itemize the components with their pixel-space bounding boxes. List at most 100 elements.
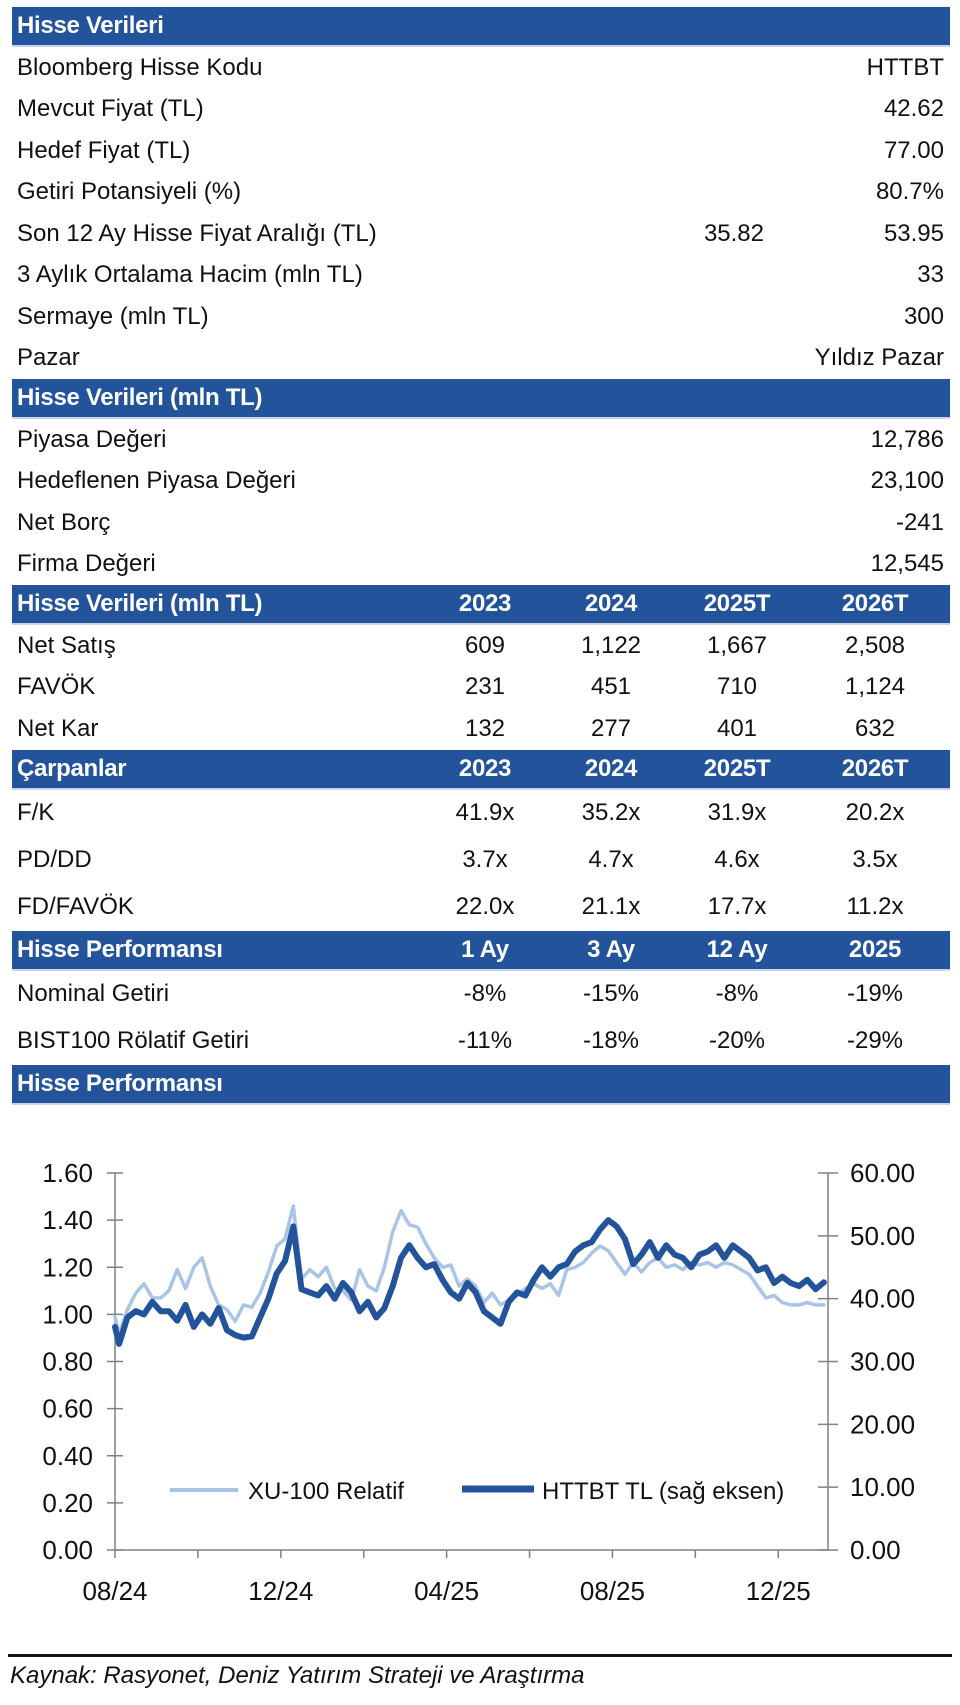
row-label: PD/DD [17, 846, 92, 873]
left-tick-label: 1.40 [42, 1205, 93, 1235]
column-header: 2025 [848, 935, 902, 963]
column-header: 2026T [841, 754, 909, 782]
row-label: Net Borç [17, 508, 111, 536]
cell-value: 277 [590, 714, 632, 742]
info-row: Hedeflenen Piyasa Değeri 23,100 [12, 461, 950, 503]
column-header: 2025T [703, 590, 771, 617]
info-row: Getiri Potansiyeli (%) 80.7% [12, 172, 950, 214]
series-line-xu100-relatif [113, 1204, 826, 1335]
info-row: Firma Değeri 12,545 [12, 544, 950, 586]
table-row: BIST100 Rölatif Getiri -11% -18% -20% -29% [12, 1018, 950, 1065]
section-header-market-data: Hisse Verileri (mln TL) [12, 379, 950, 419]
performance-chart: 0.00 0.20 0.40 0.60 0.80 1.00 1.20 1.40 1.60 0.00… [0, 1120, 960, 1620]
row-value: 77.00 [883, 136, 944, 164]
legend-label-xu100: XU-100 Relatif [248, 1478, 404, 1505]
row-label: 3 Aylık Ortalama Hacim (mln TL) [17, 261, 363, 289]
cell-value: 132 [464, 714, 506, 742]
cell-value: 609 [464, 631, 506, 659]
right-tick-label: 20.00 [850, 1409, 915, 1439]
section-title: Hisse Performansı [17, 1069, 223, 1097]
cell-value: 41.9x [455, 799, 515, 826]
row-label: Firma Değeri [17, 550, 156, 578]
right-tick-label: 60.00 [850, 1158, 915, 1188]
section-header-performance-chart: Hisse Performansı [12, 1064, 950, 1105]
cell-value: 401 [716, 714, 758, 742]
row-value: 12,786 [870, 425, 944, 453]
row-value: 23,100 [870, 467, 944, 495]
info-row: Son 12 Ay Hisse Fiyat Aralığı (TL) 35.82 5… [12, 213, 950, 255]
cell-value: 231 [464, 673, 506, 701]
info-row: Bloomberg Hisse Kodu HTTBT [12, 47, 950, 89]
cell-value: 710 [716, 673, 758, 701]
section-header-financials: Hisse Verileri (mln TL) 2023 2024 2025T 202… [12, 585, 950, 625]
table-row: FAVÖK 231 451 710 1,124 [12, 667, 950, 709]
column-header: 2024 [584, 590, 638, 617]
source-note: Kaynak: Rasyonet, Deniz Yatırım Strateji… [10, 1662, 585, 1689]
row-label: Getiri Potansiyeli (%) [17, 178, 242, 206]
cell-value: 35.2x [581, 799, 641, 826]
section-title: Hisse Verileri (mln TL) [17, 590, 263, 617]
row-label: F/K [17, 799, 55, 826]
row-label: Son 12 Ay Hisse Fiyat Aralığı (TL) [17, 219, 377, 247]
cell-value: -15% [582, 980, 640, 1007]
row-value: 300 [903, 302, 944, 330]
row-value: HTTBT [866, 53, 944, 81]
column-header: 3 Ay [587, 935, 635, 963]
x-tick-label: 12/24 [248, 1576, 313, 1606]
cell-value: 4.7x [588, 846, 634, 873]
cell-value: -18% [582, 1027, 640, 1054]
row-label: Nominal Getiri [17, 980, 170, 1007]
x-tick-label: 08/25 [580, 1576, 645, 1606]
right-tick-label: 40.00 [850, 1284, 915, 1314]
info-row: Pazar Yıldız Pazar [12, 338, 950, 380]
table-row: FD/FAVÖK 22.0x 21.1x 17.7x 11.2x [12, 884, 950, 931]
row-value: 42.62 [883, 95, 944, 123]
cell-value: 3.5x [852, 846, 898, 873]
cell-value: 1,122 [580, 631, 642, 659]
cell-value: 20.2x [845, 799, 905, 826]
footer-divider [8, 1654, 952, 1657]
cell-value: 31.9x [707, 799, 767, 826]
cell-value: 3.7x [462, 846, 508, 873]
section-title: Hisse Performansı [17, 935, 223, 963]
column-header: 2024 [584, 754, 638, 782]
info-row: Hedef Fiyat (TL) 77.00 [12, 130, 950, 172]
info-row: Net Borç -241 [12, 502, 950, 544]
table-row: Net Kar 132 277 401 632 [12, 708, 950, 750]
column-header: 2023 [458, 754, 512, 782]
row-label: Net Kar [17, 714, 99, 742]
table-row: F/K 41.9x 35.2x 31.9x 20.2x [12, 790, 950, 837]
x-tick-label: 12/25 [746, 1576, 811, 1606]
row-value: 80.7% [875, 178, 944, 206]
row-label: BIST100 Rölatif Getiri [17, 1027, 250, 1054]
section-header-multiples: Çarpanlar 2023 2024 2025T 2026T [12, 749, 950, 790]
column-header: 12 Ay [706, 935, 768, 963]
row-label: Mevcut Fiyat (TL) [17, 95, 204, 123]
cell-value: 17.7x [707, 893, 767, 920]
x-tick-label: 04/25 [414, 1576, 479, 1606]
cell-value: 11.2x [846, 893, 904, 920]
section-title: Hisse Verileri [17, 12, 164, 39]
row-label: Pazar [17, 344, 80, 372]
cell-value: 1,124 [844, 673, 906, 701]
left-tick-label: 1.20 [42, 1252, 93, 1282]
right-tick-label: 0.00 [850, 1535, 901, 1565]
row-label: FD/FAVÖK [17, 893, 134, 920]
section-header-hisse-verileri: Hisse Verileri [12, 7, 950, 47]
stock-data-sheet: Hisse Verileri Bloomberg Hisse Kodu HTTBT… [12, 7, 950, 1105]
right-tick-label: 30.00 [850, 1347, 915, 1377]
cell-value: -8% [463, 980, 507, 1007]
section-title: Hisse Verileri (mln TL) [17, 384, 263, 411]
row-label: Sermaye (mln TL) [17, 302, 209, 330]
section-header-performance: Hisse Performansı 1 Ay 3 Ay 12 Ay 2025 [12, 930, 950, 971]
left-tick-label: 1.60 [42, 1158, 93, 1188]
cell-value: -8% [715, 980, 759, 1007]
row-label: Hedef Fiyat (TL) [17, 136, 191, 164]
right-tick-label: 50.00 [850, 1221, 915, 1251]
cell-value: 22.0x [455, 893, 515, 920]
row-value: -241 [895, 508, 944, 536]
column-header: 2023 [458, 590, 512, 617]
row-value: 12,545 [870, 550, 944, 578]
row-label: Piyasa Değeri [17, 425, 167, 453]
cell-value: 4.6x [714, 846, 760, 873]
